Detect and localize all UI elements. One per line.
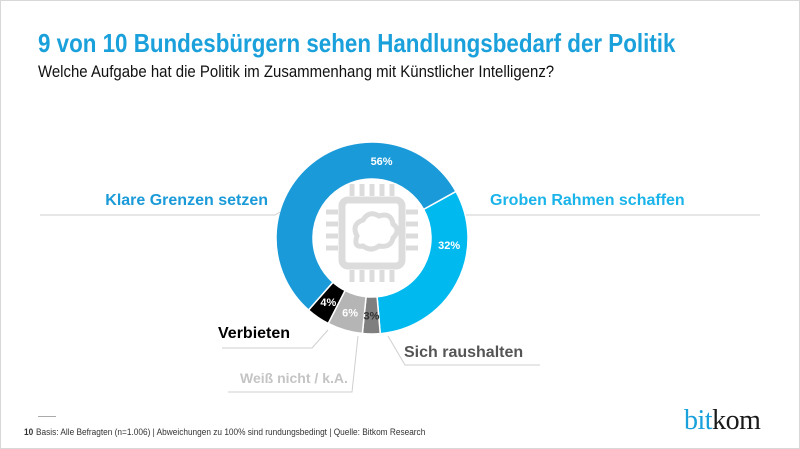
- page-title: 9 von 10 Bundesbürgern sehen Handlungsbe…: [38, 28, 676, 58]
- connector-sich-raushalten: [387, 335, 540, 366]
- connector-verbieten: [222, 329, 329, 349]
- category-label-groben-rahmen: Groben Rahmen schaffen: [490, 192, 685, 209]
- donut-slice-4: [275, 141, 457, 312]
- connector-weiss-nicht: [228, 335, 359, 393]
- value-label-0: 32%: [438, 240, 460, 252]
- page-number: 10: [24, 427, 34, 437]
- footer-note: 10 Basis: Alle Befragten (n=1.006) | Abwe…: [24, 427, 425, 437]
- category-label-verbieten: Verbieten: [218, 325, 290, 342]
- value-label-4: 56%: [371, 156, 393, 168]
- category-label-klare-grenzen: Klare Grenzen setzen: [105, 192, 268, 209]
- chip-brain-icon: [326, 184, 418, 282]
- value-label-2: 6%: [342, 307, 358, 319]
- value-label-3: 4%: [320, 297, 336, 309]
- footer-source: Basis: Alle Befragten (n=1.006) | Abweic…: [35, 427, 426, 437]
- footer-rule: [38, 416, 56, 417]
- donut-slice-0: [376, 190, 469, 335]
- page-subtitle: Welche Aufgabe hat die Politik im Zusamm…: [38, 62, 555, 81]
- value-label-1: 3%: [363, 310, 379, 322]
- connector-klare-grenzen: [40, 211, 281, 216]
- category-label-sich-raushalten: Sich raushalten: [404, 344, 523, 361]
- bitkom-logo: bitkom: [684, 405, 761, 436]
- category-label-weiss-nicht: Weiß nicht / k.A.: [240, 370, 348, 386]
